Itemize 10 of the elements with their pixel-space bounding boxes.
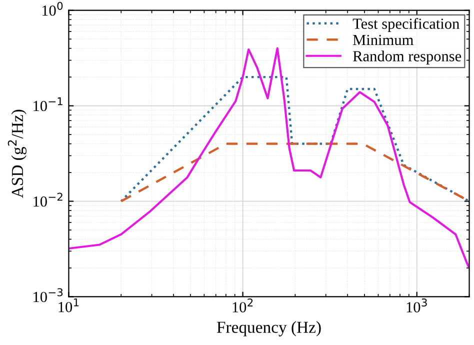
x-tick-label: 10$^{3}$ <box>406 298 427 312</box>
y-tick-label: 10$^{−1}$ <box>34 97 62 112</box>
x-axis-title: Frequency (Hz) <box>216 321 321 336</box>
legend-label: Minimum <box>353 34 414 46</box>
x-tick-label: 10$^{2}$ <box>232 298 253 312</box>
y-tick-label: 10$^{0}$ <box>42 2 63 16</box>
legend-label: Test specification <box>352 18 460 32</box>
y-axis-title: ASD (g$^{2}$/Hz) <box>8 110 26 198</box>
y-tick-label: 10$^{−2}$ <box>34 192 62 207</box>
legend-label: Random response <box>353 50 462 64</box>
